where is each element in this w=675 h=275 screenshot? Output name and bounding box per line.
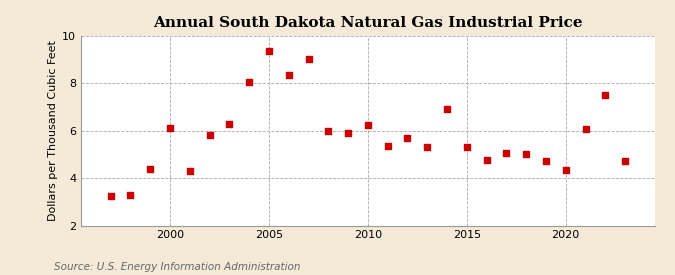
- Point: [580, 127, 591, 132]
- Point: [600, 93, 611, 97]
- Point: [541, 159, 551, 164]
- Point: [382, 144, 393, 148]
- Point: [205, 133, 215, 138]
- Point: [501, 151, 512, 155]
- Point: [422, 145, 433, 149]
- Point: [620, 159, 630, 164]
- Point: [224, 121, 235, 126]
- Point: [165, 126, 176, 130]
- Point: [560, 167, 571, 172]
- Point: [462, 145, 472, 149]
- Point: [362, 122, 373, 127]
- Point: [145, 166, 156, 171]
- Point: [125, 192, 136, 197]
- Text: Source: U.S. Energy Information Administration: Source: U.S. Energy Information Administ…: [54, 262, 300, 272]
- Point: [263, 49, 274, 53]
- Point: [244, 80, 254, 84]
- Point: [441, 107, 452, 111]
- Point: [481, 158, 492, 163]
- Point: [402, 136, 413, 140]
- Point: [323, 128, 333, 133]
- Point: [303, 57, 314, 62]
- Point: [105, 194, 116, 198]
- Title: Annual South Dakota Natural Gas Industrial Price: Annual South Dakota Natural Gas Industri…: [153, 16, 583, 31]
- Point: [184, 169, 195, 173]
- Y-axis label: Dollars per Thousand Cubic Feet: Dollars per Thousand Cubic Feet: [48, 40, 58, 221]
- Point: [284, 73, 294, 77]
- Point: [520, 152, 531, 156]
- Point: [343, 131, 354, 135]
